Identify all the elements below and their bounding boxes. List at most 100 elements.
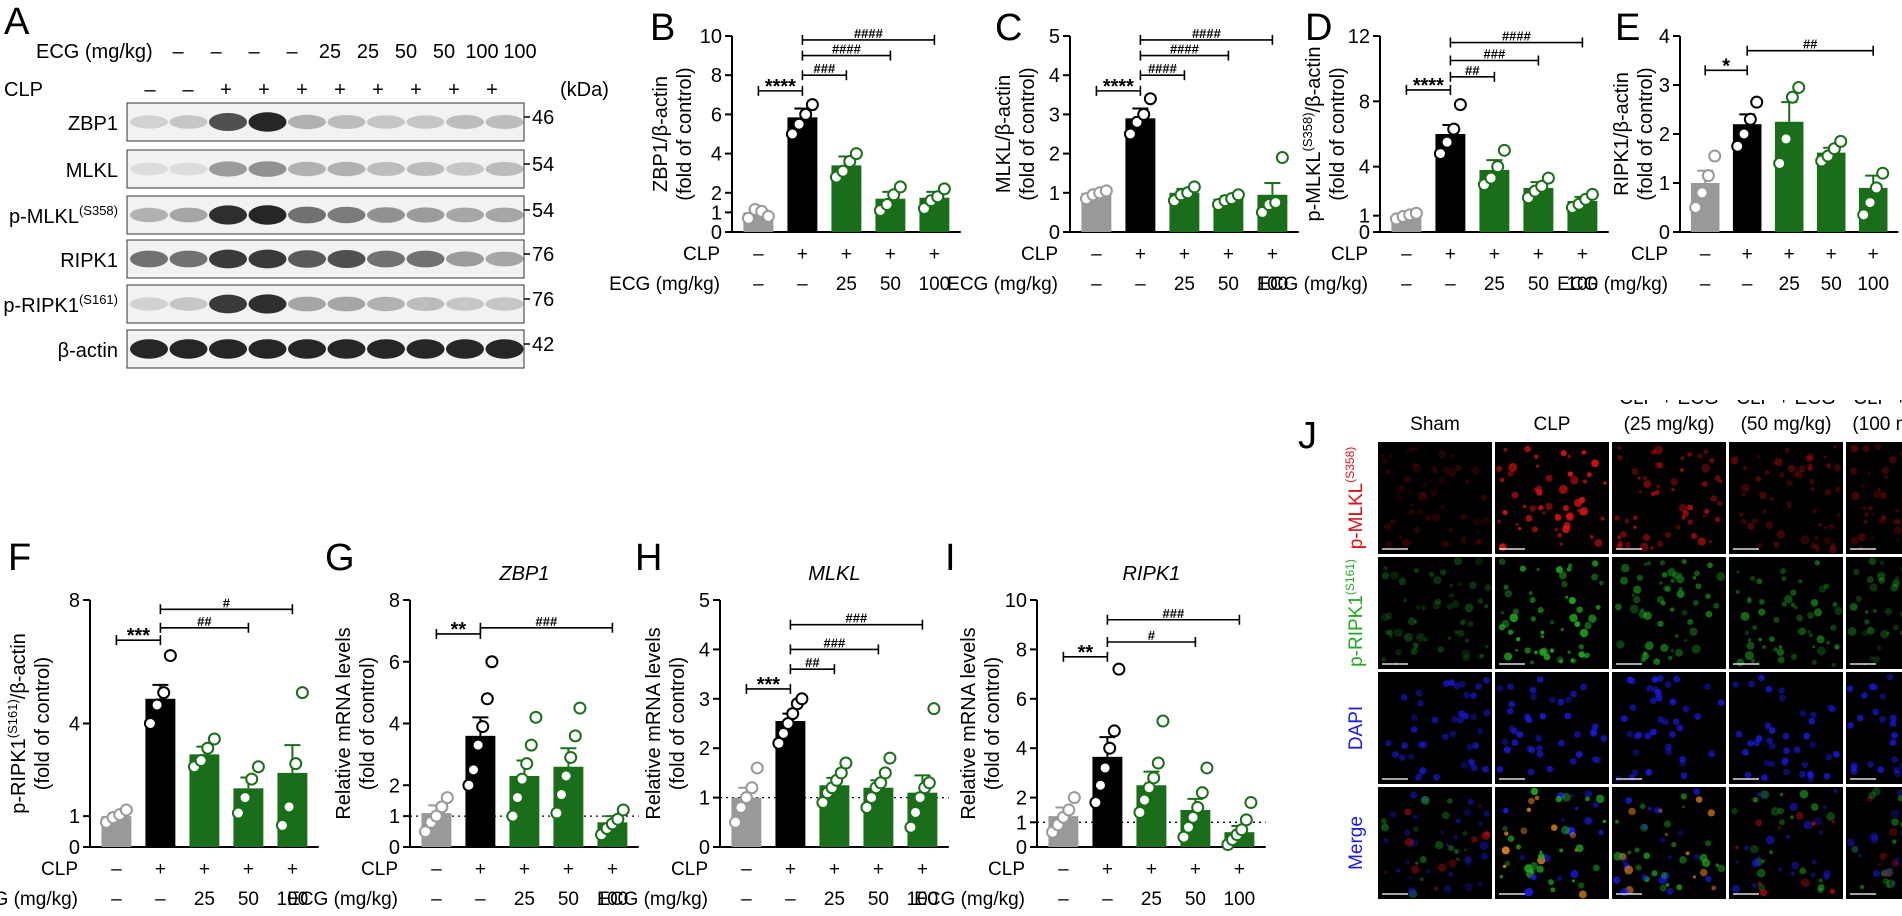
signal-spot	[1624, 518, 1630, 524]
data-point	[1195, 786, 1209, 800]
tile-background	[1612, 672, 1726, 784]
y-axis-label-2: (fold of control)	[667, 657, 689, 790]
signal-spot	[1557, 698, 1565, 706]
data-point	[143, 717, 157, 730]
y-axis-label-2: (fold of control)	[357, 657, 379, 790]
wb-ecg-value: 100	[503, 41, 536, 63]
signal-spot	[1633, 525, 1637, 530]
signal-spot	[1756, 868, 1766, 878]
signal-spot	[1667, 568, 1676, 577]
signal-spot	[1549, 648, 1555, 653]
data-point	[792, 117, 806, 131]
data-point	[194, 754, 208, 768]
signal-spot	[1735, 730, 1743, 738]
signal-spot	[1674, 648, 1683, 657]
wb-ecg-value: 50	[433, 41, 455, 63]
signal-spot	[1695, 796, 1703, 803]
significance-label: ###	[1484, 47, 1506, 62]
x-row-ecg-value: 100	[277, 889, 309, 910]
signal-spot	[1442, 680, 1450, 687]
signal-spot	[1383, 870, 1388, 875]
signal-spot	[1453, 556, 1463, 566]
data-point	[1147, 771, 1161, 785]
x-row-clp-label: CLP	[988, 859, 1025, 880]
signal-spot	[1380, 454, 1384, 458]
blot-band	[406, 250, 445, 268]
signal-spot	[1500, 611, 1504, 615]
signal-spot	[1736, 658, 1745, 667]
blot-band	[209, 113, 247, 131]
y-axis-label-main: Relative mRNA levels	[643, 627, 665, 819]
blot-band	[367, 162, 405, 176]
blot-band	[406, 297, 445, 311]
wb-clp-value: +	[220, 79, 232, 101]
blot-band	[367, 207, 405, 223]
signal-spot	[1451, 716, 1459, 723]
signal-spot	[1539, 648, 1547, 656]
signal-spot	[1627, 850, 1632, 855]
significance-label: ###	[536, 614, 558, 629]
signal-spot	[1697, 537, 1706, 546]
y-tick-label: 4	[389, 714, 400, 736]
signal-spot	[1800, 535, 1810, 545]
signal-spot	[1447, 636, 1452, 640]
signal-spot	[1473, 518, 1482, 527]
blot-row: p-RIPK1(S161) 76	[3, 284, 554, 324]
signal-spot	[1703, 449, 1709, 455]
signal-spot	[1664, 681, 1672, 688]
blot-sup: (S161)	[79, 292, 118, 307]
signal-spot	[1697, 453, 1703, 459]
blot-band	[367, 339, 405, 359]
signal-spot	[1448, 527, 1453, 533]
x-row-clp-value: +	[1868, 244, 1879, 265]
signal-spot	[1415, 774, 1422, 781]
signal-spot	[1475, 557, 1483, 566]
chart-mlkl-protein: C MLKL/β-actin (fold of control) 0 1 2 3 4 5 ****…	[947, 7, 1299, 295]
significance-label: ##	[805, 655, 820, 670]
y-tick-label: 3	[1049, 104, 1060, 126]
signal-spot	[1811, 821, 1816, 826]
significance-bracket: ****	[1405, 75, 1452, 97]
signal-spot	[1421, 605, 1427, 611]
signal-spot	[1454, 464, 1462, 472]
signal-spot	[1467, 798, 1474, 806]
signal-spot	[1447, 845, 1455, 852]
data-point	[927, 702, 941, 716]
signal-spot	[1897, 795, 1902, 802]
x-row-clp-value: +	[1533, 244, 1544, 265]
signal-spot	[1692, 576, 1697, 580]
signal-spot	[1421, 491, 1429, 499]
signal-spot	[1449, 730, 1457, 738]
signal-spot	[1872, 608, 1877, 613]
x-row-clp-value: +	[199, 859, 210, 880]
signal-spot	[1402, 598, 1408, 603]
signal-spot	[1708, 539, 1712, 544]
column-header-line1: CLP + ECG	[1619, 400, 1718, 409]
data-point	[506, 809, 520, 823]
column-header-line1: CLP + ECG	[1853, 400, 1902, 409]
data-point	[201, 741, 215, 755]
signal-spot	[1537, 506, 1542, 511]
signal-spot	[1441, 733, 1449, 741]
column-header-line2: (25 mg/kg)	[1624, 414, 1715, 435]
signal-spot	[1896, 538, 1900, 543]
significance-bracket: ***	[745, 674, 792, 696]
blot-band	[209, 249, 247, 269]
signal-spot	[1682, 510, 1689, 517]
signal-spot	[1709, 457, 1715, 464]
signal-spot	[1874, 443, 1882, 451]
micrograph-tile	[1846, 786, 1902, 899]
signal-spot	[1537, 607, 1544, 614]
signal-spot	[1888, 455, 1897, 464]
signal-spot	[1751, 658, 1755, 663]
signal-spot	[1883, 868, 1891, 877]
signal-spot	[1408, 509, 1415, 516]
micrograph-tile	[1378, 556, 1492, 669]
signal-spot	[1823, 772, 1831, 780]
signal-spot	[1507, 835, 1515, 842]
blot-band	[485, 207, 524, 223]
row-label: p-RIPK1(S161)	[1343, 559, 1367, 667]
signal-spot	[1868, 557, 1877, 566]
signal-spot	[1477, 542, 1481, 546]
signal-spot	[1823, 872, 1830, 880]
